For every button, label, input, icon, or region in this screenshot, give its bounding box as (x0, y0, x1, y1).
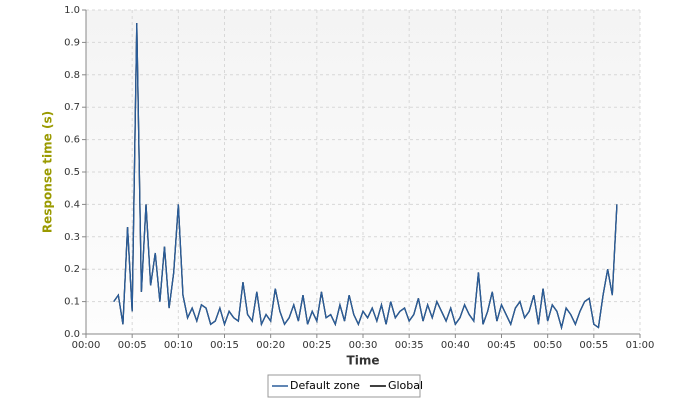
y-tick-label: 0.5 (64, 167, 80, 178)
x-tick-label: 00:05 (118, 340, 147, 351)
y-axis-title: Response time (s) (41, 111, 55, 233)
x-tick-label: 00:20 (256, 340, 285, 351)
y-tick-label: 0.1 (64, 297, 80, 308)
y-tick-label: 0.9 (64, 37, 80, 48)
x-tick-label: 00:30 (349, 340, 378, 351)
series-line (113, 22, 618, 331)
y-tick-label: 0.2 (64, 264, 80, 275)
legend-label: Default zone (290, 379, 360, 392)
x-tick-label: 00:15 (210, 340, 239, 351)
y-tick-label: 0.8 (64, 70, 80, 81)
x-tick-label: 00:50 (533, 340, 562, 351)
x-tick-label: 00:55 (579, 340, 608, 351)
x-tick-label: 01:00 (626, 340, 655, 351)
y-tick-label: 0.4 (64, 199, 80, 210)
y-tick-label: 0.0 (64, 329, 80, 340)
x-axis-title: Time (347, 354, 380, 368)
legend (267, 374, 421, 398)
x-tick-label: 00:35 (395, 340, 424, 351)
x-tick-label: 00:10 (164, 340, 193, 351)
y-tick-label: 1.0 (64, 5, 80, 16)
y-tick-label: 0.3 (64, 232, 80, 243)
x-tick-label: 00:45 (487, 340, 516, 351)
x-tick-label: 00:40 (441, 340, 470, 351)
x-tick-label: 00:00 (72, 340, 101, 351)
y-tick-label: 0.6 (64, 135, 80, 146)
x-tick-label: 00:25 (302, 340, 331, 351)
legend-label: Global (388, 379, 423, 392)
y-tick-label: 0.7 (64, 102, 80, 113)
